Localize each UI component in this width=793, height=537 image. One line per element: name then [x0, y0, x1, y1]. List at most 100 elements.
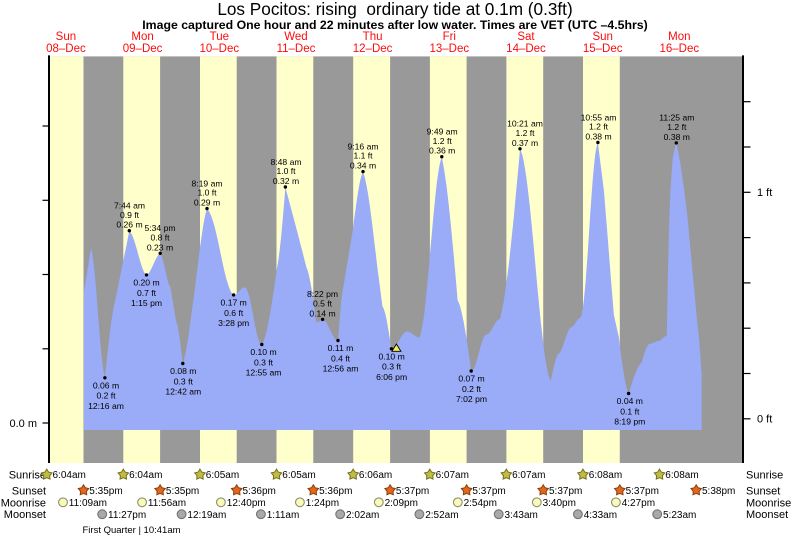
svg-text:15–Dec: 15–Dec [583, 43, 623, 55]
svg-text:5:37pm: 5:37pm [626, 486, 659, 497]
svg-text:0.3 ft: 0.3 ft [174, 376, 194, 386]
svg-text:0.08 m: 0.08 m [170, 366, 196, 376]
svg-text:1 ft: 1 ft [757, 187, 772, 199]
svg-text:10:55 am: 10:55 am [581, 112, 617, 122]
svg-text:1.1 ft: 1.1 ft [353, 151, 373, 161]
svg-text:5:37pm: 5:37pm [472, 486, 505, 497]
svg-text:Sunset: Sunset [746, 485, 780, 497]
svg-text:Sun: Sun [56, 31, 76, 43]
svg-text:1.0 ft: 1.0 ft [197, 188, 217, 198]
svg-text:0 ft: 0 ft [757, 414, 772, 426]
svg-text:5:37pm: 5:37pm [549, 486, 582, 497]
svg-text:10:21 am: 10:21 am [507, 119, 543, 129]
svg-text:Los Pocitos: rising ordinary: Los Pocitos: rising ordinary tide at 0.1… [217, 0, 572, 19]
svg-text:12:55 am: 12:55 am [246, 368, 282, 378]
svg-text:0.10 m: 0.10 m [378, 352, 404, 362]
svg-text:Sunrise: Sunrise [746, 470, 783, 482]
svg-text:Sun: Sun [592, 31, 612, 43]
svg-text:08–Dec: 08–Dec [46, 43, 86, 55]
svg-text:6:04am: 6:04am [129, 470, 162, 481]
svg-text:0.9 ft: 0.9 ft [120, 210, 140, 220]
svg-text:3:40pm: 3:40pm [543, 498, 576, 509]
svg-text:7:02 pm: 7:02 pm [456, 394, 487, 404]
svg-text:Moonrise: Moonrise [746, 497, 791, 509]
svg-text:0.6 ft: 0.6 ft [224, 308, 244, 318]
svg-text:0.29 m: 0.29 m [194, 198, 220, 208]
svg-text:11:56am: 11:56am [148, 498, 186, 509]
svg-text:1:11am: 1:11am [267, 510, 300, 521]
svg-text:0.14 m: 0.14 m [309, 308, 335, 318]
svg-text:12:16 am: 12:16 am [88, 401, 124, 411]
svg-text:1.2 ft: 1.2 ft [589, 122, 609, 132]
svg-text:14–Dec: 14–Dec [506, 43, 546, 55]
svg-text:0.26 m: 0.26 m [116, 220, 142, 230]
svg-text:0.2 ft: 0.2 ft [462, 384, 482, 394]
svg-text:2:52am: 2:52am [425, 510, 458, 521]
svg-text:9:49 am: 9:49 am [427, 127, 458, 137]
svg-text:6:08am: 6:08am [589, 470, 622, 481]
svg-text:0.4 ft: 0.4 ft [331, 353, 351, 363]
svg-text:0.23 m: 0.23 m [147, 242, 173, 252]
svg-text:0.3 ft: 0.3 ft [382, 362, 402, 372]
svg-text:Moonset: Moonset [4, 509, 46, 521]
svg-text:11:25 am: 11:25 am [659, 113, 694, 123]
svg-text:1.0 ft: 1.0 ft [276, 166, 296, 176]
svg-text:6:07am: 6:07am [512, 470, 545, 481]
svg-text:0.2 ft: 0.2 ft [96, 391, 116, 401]
svg-text:6:08am: 6:08am [665, 470, 698, 481]
svg-text:5:35pm: 5:35pm [166, 486, 199, 497]
svg-text:8:22 pm: 8:22 pm [307, 289, 338, 299]
svg-text:1:24pm: 1:24pm [306, 498, 339, 509]
svg-text:0.37 m: 0.37 m [512, 138, 538, 148]
svg-text:0.20 m: 0.20 m [133, 278, 159, 288]
svg-text:1.2 ft: 1.2 ft [667, 122, 687, 132]
svg-text:12:40pm: 12:40pm [227, 498, 266, 509]
svg-text:2:02am: 2:02am [346, 510, 379, 521]
svg-text:First Quarter | 10:41am: First Quarter | 10:41am [83, 525, 181, 536]
svg-text:Tue: Tue [210, 31, 229, 43]
svg-text:0.3 ft: 0.3 ft [254, 357, 274, 367]
svg-text:12–Dec: 12–Dec [353, 43, 393, 55]
svg-text:6:05am: 6:05am [282, 470, 315, 481]
svg-text:0.36 m: 0.36 m [429, 146, 455, 156]
svg-text:0.10 m: 0.10 m [250, 347, 276, 357]
svg-text:Image captured One hour and 22: Image captured One hour and 22 minutes a… [142, 18, 647, 32]
svg-text:0.34 m: 0.34 m [350, 161, 376, 171]
svg-text:5:37pm: 5:37pm [396, 486, 429, 497]
svg-text:6:06am: 6:06am [359, 470, 392, 481]
svg-text:1:15 pm: 1:15 pm [131, 298, 162, 308]
svg-text:0.38 m: 0.38 m [585, 132, 611, 142]
svg-text:Mon: Mon [668, 31, 690, 43]
svg-text:10–Dec: 10–Dec [199, 43, 239, 55]
svg-text:Sunset: Sunset [12, 485, 46, 497]
svg-text:5:34 pm: 5:34 pm [144, 223, 175, 233]
svg-text:6:07am: 6:07am [436, 470, 469, 481]
svg-text:8:19 pm: 8:19 pm [614, 417, 645, 427]
svg-text:5:38pm: 5:38pm [702, 486, 735, 497]
svg-text:5:36pm: 5:36pm [243, 486, 276, 497]
svg-text:Thu: Thu [363, 31, 383, 43]
svg-text:0.32 m: 0.32 m [273, 176, 299, 186]
svg-text:0.06 m: 0.06 m [93, 381, 119, 391]
svg-text:1.2 ft: 1.2 ft [515, 128, 535, 138]
svg-text:Sunrise: Sunrise [9, 470, 46, 482]
svg-text:09–Dec: 09–Dec [123, 43, 163, 55]
svg-text:0.07 m: 0.07 m [458, 374, 484, 384]
svg-text:0.7 ft: 0.7 ft [137, 288, 157, 298]
svg-text:Wed: Wed [284, 31, 307, 43]
svg-text:6:06 pm: 6:06 pm [376, 372, 407, 382]
svg-text:12:19am: 12:19am [187, 510, 226, 521]
svg-text:8:19 am: 8:19 am [191, 178, 222, 188]
svg-text:12:56 am: 12:56 am [323, 364, 359, 374]
svg-text:0.8 ft: 0.8 ft [150, 232, 170, 242]
svg-text:5:23am: 5:23am [663, 510, 696, 521]
svg-text:12:42 am: 12:42 am [165, 387, 201, 397]
svg-text:9:16 am: 9:16 am [347, 141, 378, 151]
svg-text:4:27pm: 4:27pm [622, 498, 655, 509]
svg-text:5:36pm: 5:36pm [319, 486, 352, 497]
svg-text:6:04am: 6:04am [53, 470, 86, 481]
svg-text:8:48 am: 8:48 am [270, 157, 301, 167]
svg-text:0.04 m: 0.04 m [617, 396, 643, 406]
svg-text:2:09pm: 2:09pm [385, 498, 418, 509]
svg-text:0.0 m: 0.0 m [9, 418, 37, 430]
